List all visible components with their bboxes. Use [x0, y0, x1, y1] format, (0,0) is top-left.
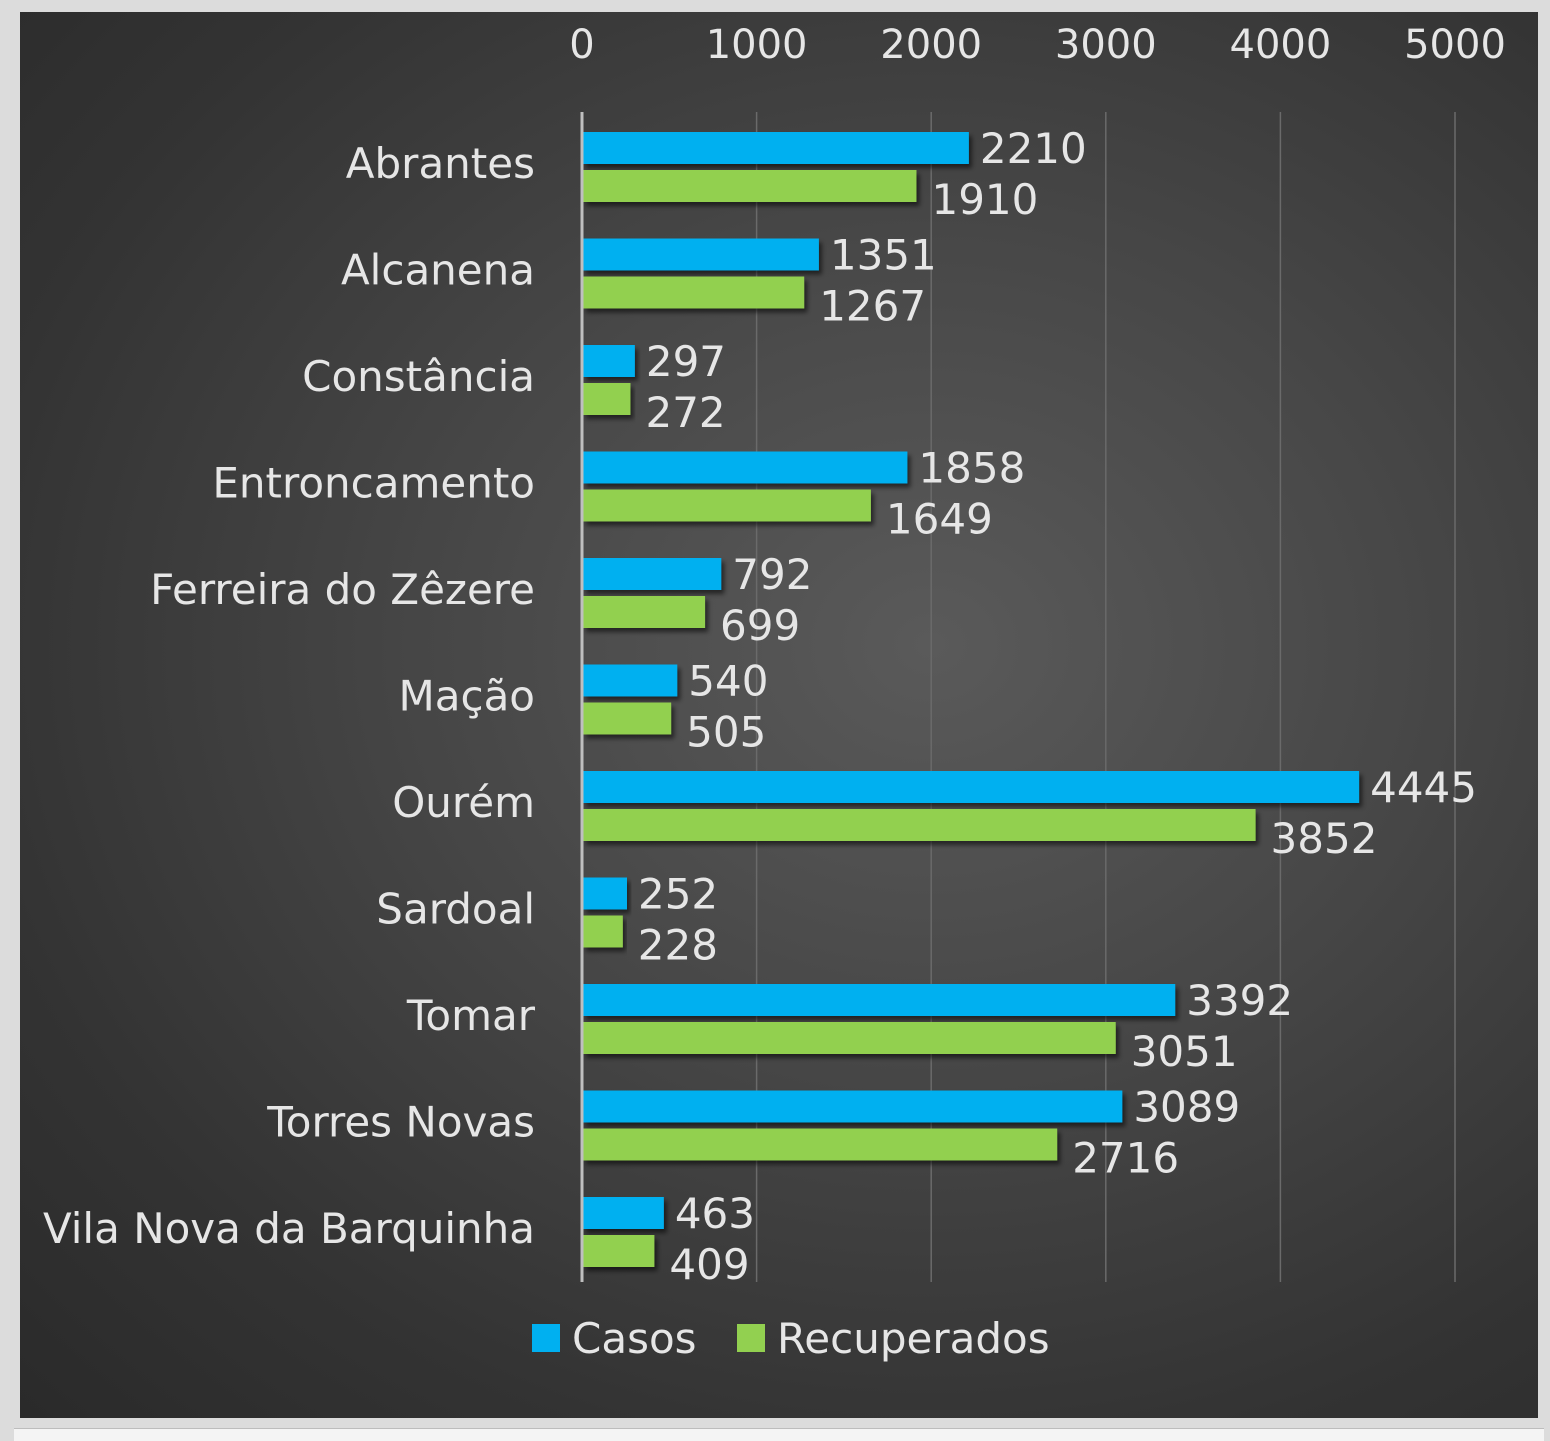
x-tick-label-1000: 1000 — [706, 22, 808, 68]
data-label-recuperados-alcanena: 1267 — [819, 282, 926, 331]
category-label-alcanena: Alcanena — [341, 246, 535, 295]
legend: Casos Recuperados — [532, 1314, 1050, 1363]
data-label-casos-abrantes: 2210 — [980, 124, 1087, 173]
bar-recuperados-entroncamento — [583, 489, 871, 522]
bar-recuperados-sardoal — [583, 915, 623, 948]
bar-recuperados-abrantes — [583, 170, 917, 202]
bar-casos-vila-nova-da-barquinha — [583, 1197, 664, 1229]
category-label-entroncamento: Entroncamento — [212, 459, 535, 508]
bar-casos-const-ncia — [583, 345, 635, 377]
data-label-recuperados-sardoal: 228 — [638, 921, 718, 970]
bar-casos-sardoal — [583, 877, 627, 910]
bar-casos-ferreira-do-z-zere — [583, 558, 722, 590]
x-tick-label-0: 0 — [569, 22, 594, 68]
data-label-casos-entroncamento: 1858 — [918, 444, 1025, 493]
x-axis-ticks: 0 1000 2000 3000 4000 5000 — [569, 22, 1506, 68]
data-label-casos-our-m: 4445 — [1370, 763, 1477, 812]
category-labels: Abrantes Alcanena Constância Entroncamento F… — [43, 139, 536, 1253]
bars — [583, 132, 1360, 1267]
bar-casos-tomar — [583, 984, 1176, 1016]
x-tick-label-3000: 3000 — [1055, 22, 1157, 68]
legend-swatch-recuperados — [737, 1324, 765, 1352]
data-label-recuperados-const-ncia: 272 — [645, 388, 725, 437]
legend-swatch-casos — [532, 1324, 560, 1352]
data-label-recuperados-ferreira-do-z-zere: 699 — [720, 601, 800, 650]
bar-recuperados-alcanena — [583, 276, 805, 309]
data-label-recuperados-our-m: 3852 — [1271, 814, 1378, 863]
bar-casos-ma-o — [583, 664, 678, 697]
bar-recuperados-ferreira-do-z-zere — [583, 596, 706, 628]
legend-label-recuperados: Recuperados — [777, 1314, 1050, 1363]
legend-label-casos: Casos — [572, 1314, 697, 1363]
x-tick-label-4000: 4000 — [1230, 22, 1332, 68]
bar-recuperados-torres-novas — [583, 1128, 1058, 1161]
data-label-casos-tomar: 3392 — [1186, 976, 1293, 1025]
bar-casos-abrantes — [583, 132, 969, 164]
category-label-vila-nova-da-barquinha: Vila Nova da Barquinha — [43, 1204, 535, 1253]
data-label-recuperados-tomar: 3051 — [1131, 1027, 1238, 1076]
bar-recuperados-our-m — [583, 809, 1256, 841]
data-label-recuperados-entroncamento: 1649 — [886, 495, 993, 544]
category-label-sardoal: Sardoal — [376, 885, 535, 934]
data-label-recuperados-torres-novas: 2716 — [1072, 1134, 1179, 1183]
bar-casos-entroncamento — [583, 451, 908, 484]
x-tick-label-5000: 5000 — [1404, 22, 1506, 68]
category-label-tomar: Tomar — [406, 991, 536, 1040]
x-tick-label-2000: 2000 — [880, 22, 982, 68]
data-label-casos-ferreira-do-z-zere: 792 — [732, 550, 812, 599]
bar-recuperados-vila-nova-da-barquinha — [583, 1235, 655, 1267]
data-label-casos-const-ncia: 297 — [646, 337, 726, 386]
bar-casos-torres-novas — [583, 1090, 1123, 1123]
data-label-casos-vila-nova-da-barquinha: 463 — [675, 1189, 755, 1238]
data-label-recuperados-ma-o: 505 — [686, 708, 766, 757]
data-label-recuperados-vila-nova-da-barquinha: 409 — [669, 1240, 749, 1289]
data-label-casos-alcanena: 1351 — [830, 231, 937, 280]
bar-casos-our-m — [583, 771, 1360, 803]
category-label-ma-o: Mação — [399, 672, 536, 721]
bar-recuperados-ma-o — [583, 702, 672, 735]
data-label-casos-torres-novas: 3089 — [1133, 1083, 1240, 1132]
bottom-strip — [14, 1428, 1544, 1441]
category-label-torres-novas: Torres Novas — [266, 1098, 535, 1147]
bar-recuperados-tomar — [583, 1022, 1116, 1054]
category-label-const-ncia: Constância — [302, 352, 535, 401]
data-label-casos-sardoal: 252 — [638, 870, 718, 919]
category-label-our-m: Ourém — [392, 778, 535, 827]
category-label-ferreira-do-z-zere: Ferreira do Zêzere — [150, 565, 535, 614]
bar-recuperados-const-ncia — [583, 383, 631, 415]
category-label-abrantes: Abrantes — [346, 139, 535, 188]
data-label-recuperados-abrantes: 1910 — [931, 175, 1038, 224]
bar-casos-alcanena — [583, 238, 819, 271]
data-label-casos-ma-o: 540 — [688, 657, 768, 706]
